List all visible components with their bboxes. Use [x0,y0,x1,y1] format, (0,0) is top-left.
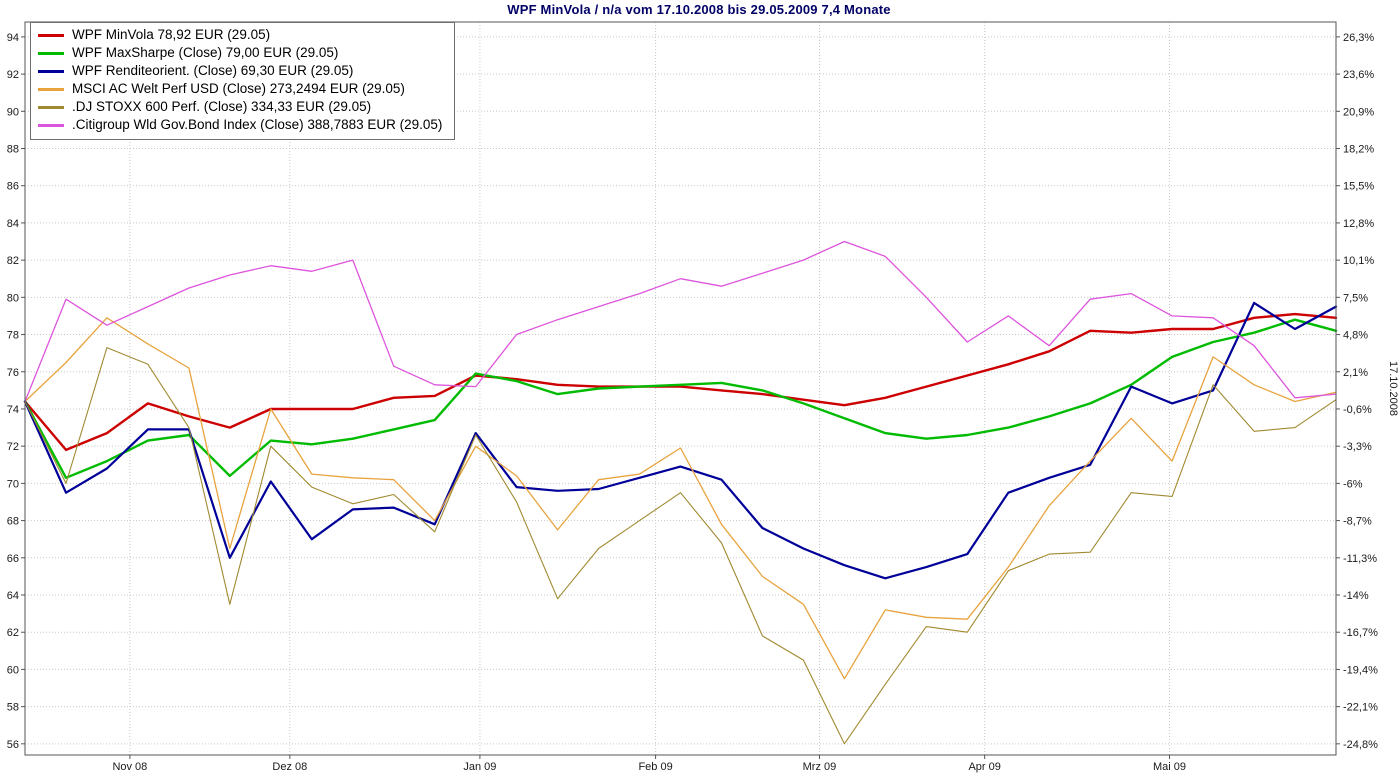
y-axis-left-label: 86 [7,181,19,193]
y-axis-right-label: 20,9% [1343,106,1374,118]
x-axis-label: Mrz 09 [803,761,837,773]
x-axis-label: Jan 09 [463,761,496,773]
y-axis-left-label: 62 [7,627,19,639]
y-axis-right-label: 12,8% [1343,218,1374,230]
legend-item: WPF Renditeorient. (Close) 69,30 EUR (29… [38,62,442,80]
series-line-dj-stoxx-600 [24,347,1337,745]
legend-item: WPF MaxSharpe (Close) 79,00 EUR (29.05) [38,44,442,62]
y-axis-right-label: -6% [1343,478,1363,490]
y-axis-right-label: 18,2% [1343,144,1374,156]
series-line-wpf-minvola [23,312,1338,452]
y-axis-right-label: 23,6% [1343,69,1374,81]
chart-title: WPF MinVola / n/a vom 17.10.2008 bis 29.… [507,2,891,17]
legend-item: WPF MinVola 78,92 EUR (29.05) [38,26,442,44]
legend-label: WPF MinVola 78,92 EUR (29.05) [72,27,271,42]
legend-color-swatch [38,87,64,91]
y-axis-left-label: 82 [7,255,19,267]
legend-item: MSCI AC Welt Perf USD (Close) 273,2494 E… [38,80,442,98]
y-axis-left-label: 60 [7,664,19,676]
legend-item: .Citigroup Wld Gov.Bond Index (Close) 38… [38,116,442,134]
x-axis-label: Nov 08 [112,761,147,773]
y-axis-left-label: 92 [7,69,19,81]
legend-label: WPF Renditeorient. (Close) 69,30 EUR (29… [72,63,354,78]
legend-label: .Citigroup Wld Gov.Bond Index (Close) 38… [72,117,443,132]
x-axis-label: Mai 09 [1153,761,1186,773]
y-axis-right-label: 4,8% [1343,330,1368,342]
y-axis-left-label: 68 [7,516,19,528]
y-axis-left-label: 58 [7,702,19,714]
legend-color-swatch [38,123,64,127]
series-line-wpf-maxsharpe [23,318,1338,479]
y-axis-right-label: -0,6% [1343,404,1372,416]
y-axis-left-label: 90 [7,106,19,118]
legend: WPF MinVola 78,92 EUR (29.05) WPF MaxSha… [30,22,456,140]
x-axis-label: Apr 09 [968,761,1000,773]
y-axis-right-label: -19,4% [1343,664,1378,676]
y-axis-left-label: 88 [7,144,19,156]
y-axis-right-label: -3,3% [1343,441,1372,453]
y-axis-right-label: -24,8% [1343,739,1378,751]
x-axis-label: Dez 08 [272,761,307,773]
x-axis-label: Feb 09 [638,761,672,773]
y-axis-left-label: 70 [7,478,19,490]
legend-color-swatch [38,69,64,73]
legend-label: .DJ STOXX 600 Perf. (Close) 334,33 EUR (… [72,99,372,114]
legend-item: .DJ STOXX 600 Perf. (Close) 334,33 EUR (… [38,98,442,116]
right-axis-date-label: 17.10.2008 [1387,361,1398,416]
legend-label: MSCI AC Welt Perf USD (Close) 273,2494 E… [72,81,405,96]
y-axis-left-label: 72 [7,441,19,453]
y-axis-right-label: -8,7% [1343,516,1372,528]
y-axis-right-label: -22,1% [1343,702,1378,714]
y-axis-left-label: 78 [7,330,19,342]
y-axis-left-label: 74 [7,404,19,416]
y-axis-right-label: 7,5% [1343,292,1368,304]
y-axis-right-label: 10,1% [1343,255,1374,267]
y-axis-right-label: -14% [1343,590,1369,602]
series-line-msci-ac-welt [24,317,1337,680]
y-axis-left-label: 84 [7,218,19,230]
y-axis-left-label: 80 [7,292,19,304]
legend-label: WPF MaxSharpe (Close) 79,00 EUR (29.05) [72,45,339,60]
y-axis-right-label: 15,5% [1343,181,1374,193]
y-axis-right-label: -11,3% [1343,553,1377,565]
y-axis-left-label: 66 [7,553,19,565]
series-line-citigroup-wld-gov-bond [24,240,1337,403]
y-axis-left-label: 64 [7,590,19,602]
y-axis-right-label: 26,3% [1343,32,1374,44]
legend-color-swatch [38,105,64,109]
plot-border [24,21,1337,756]
legend-color-swatch [38,33,64,37]
y-axis-left-label: 76 [7,367,19,379]
y-axis-left-label: 94 [7,32,19,44]
y-axis-right-label: 2,1% [1343,367,1368,379]
legend-color-swatch [38,51,64,55]
series-line-wpf-renditeorient [23,301,1338,580]
y-axis-right-label: -16,7% [1343,627,1378,639]
y-axis-left-label: 56 [7,739,19,751]
